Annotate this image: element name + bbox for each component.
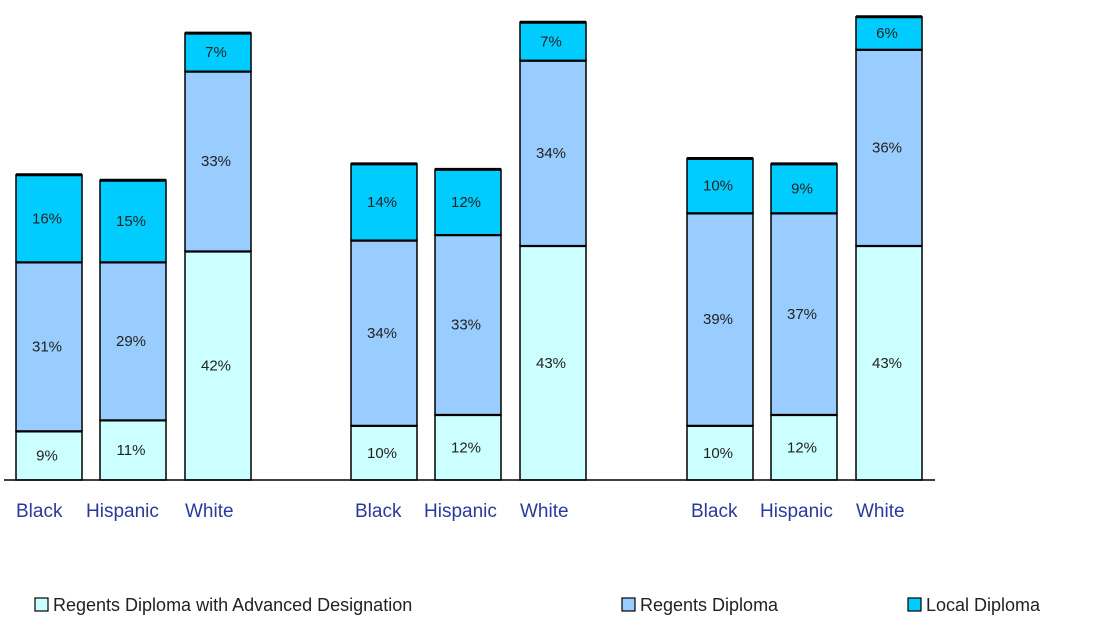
bar-regents-segment-g1-white — [184, 70, 252, 252]
bar-regents-segment-g3-black — [686, 212, 754, 427]
category-label-hispanic: Hispanic — [760, 501, 833, 522]
bar-advanced-segment-g1-white — [184, 250, 252, 481]
legend-swatch-2 — [907, 597, 922, 612]
legend: Regents Diploma with Advanced Designatio… — [34, 595, 1041, 615]
data-label: 31% — [32, 338, 62, 355]
bar-advanced-segment-g3-white — [855, 244, 923, 481]
data-label: 39% — [703, 311, 733, 328]
data-label: 34% — [367, 325, 397, 342]
category-label-black: Black — [355, 501, 402, 522]
category-label-white: White — [856, 501, 905, 522]
data-label: 42% — [201, 358, 231, 375]
data-label: 7% — [540, 33, 562, 50]
data-label: 34% — [536, 145, 566, 162]
bar-regents-segment-g1-black — [15, 261, 83, 432]
bar-advanced-segment-g3-black — [686, 424, 754, 481]
data-label: 43% — [872, 355, 902, 372]
data-label: 14% — [367, 194, 397, 211]
data-label: 9% — [36, 447, 58, 464]
data-label: 10% — [367, 445, 397, 462]
data-label: 12% — [451, 439, 481, 456]
bar-regents-segment-g3-white — [855, 48, 923, 247]
bar-local-segment-g2-white — [519, 21, 587, 62]
bar-regents-segment-g2-white — [519, 59, 587, 247]
data-label: 12% — [451, 194, 481, 211]
data-label: 12% — [787, 439, 817, 456]
bar-regents-segment-g2-black — [350, 239, 418, 427]
data-label: 9% — [791, 180, 813, 197]
data-label: 6% — [876, 25, 898, 42]
plot-area: 9% 31% 16% Black 11% 29% 15% Hispanic 42% 33% 7% Wh… — [4, 15, 935, 522]
bar-local-segment-g1-white — [184, 32, 252, 72]
data-label: 37% — [787, 306, 817, 323]
bar-advanced-segment-g1-black — [15, 430, 83, 481]
data-label: 29% — [116, 333, 146, 350]
data-label: 43% — [536, 355, 566, 372]
category-label-hispanic: Hispanic — [86, 501, 159, 522]
data-label: 33% — [201, 153, 231, 170]
data-label: 36% — [872, 140, 902, 157]
category-label-black: Black — [691, 501, 738, 522]
bar-local-segment-g3-black — [686, 157, 754, 214]
legend-swatch-0 — [34, 597, 49, 612]
bar-local-segment-g2-hispanic — [434, 168, 502, 236]
legend-label-0: Regents Diploma with Advanced Designatio… — [53, 595, 412, 615]
category-label-white: White — [185, 501, 234, 522]
data-label: 10% — [703, 178, 733, 195]
data-label: 15% — [116, 213, 146, 230]
data-label: 7% — [205, 44, 227, 61]
data-label: 11% — [117, 442, 146, 459]
bar-regents-segment-g1-hispanic — [99, 261, 167, 421]
bar-local-segment-g1-black — [15, 174, 83, 263]
data-label: 33% — [451, 317, 481, 334]
bar-regents-segment-g3-hispanic — [770, 212, 838, 416]
bar-regents-segment-g2-hispanic — [434, 234, 502, 416]
legend-swatch-1 — [621, 597, 636, 612]
bar-local-segment-g2-black — [350, 163, 418, 241]
data-label: 16% — [32, 210, 62, 227]
bar-advanced-segment-g3-hispanic — [770, 413, 838, 481]
bar-local-segment-g3-hispanic — [770, 163, 838, 214]
data-label: 10% — [703, 445, 733, 462]
category-label-hispanic: Hispanic — [424, 501, 497, 522]
legend-label-1: Regents Diploma — [640, 595, 779, 615]
legend-label-2: Local Diploma — [926, 595, 1041, 615]
category-label-black: Black — [16, 501, 63, 522]
category-label-white: White — [520, 501, 569, 522]
